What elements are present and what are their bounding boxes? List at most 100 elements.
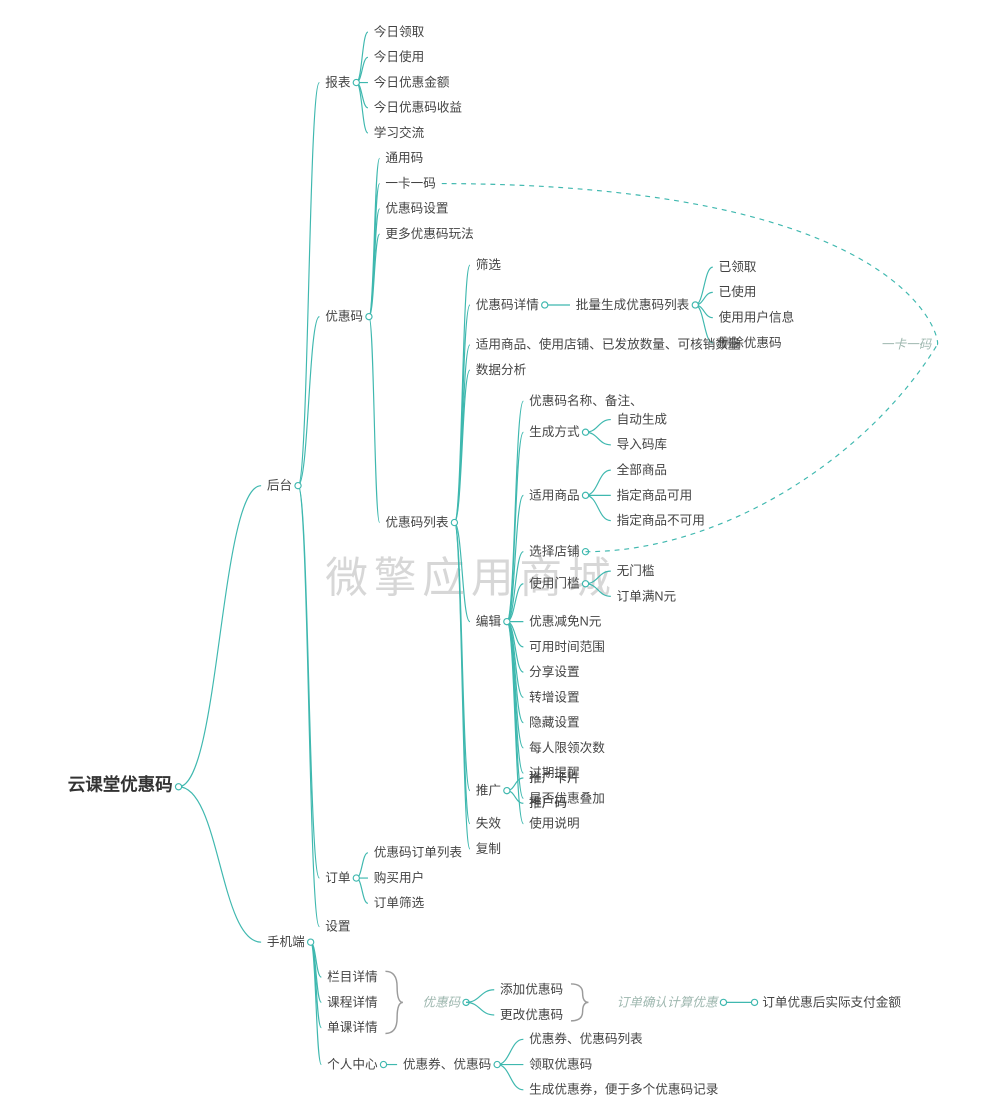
node-cl7: 失效 xyxy=(476,817,502,831)
svg-text:更多优惠码玩法: 更多优惠码玩法 xyxy=(385,227,473,241)
svg-text:学习交流: 学习交流 xyxy=(374,125,425,140)
node-e5a: 无门槛 xyxy=(617,564,655,578)
node-e2a: 自动生成 xyxy=(617,412,668,426)
node-cl5: 编辑 xyxy=(476,615,502,629)
node-report: 报表 xyxy=(325,75,351,89)
mindmap-canvas: 微擎应用商城 云课堂优惠码后台手机端报表今日领取今日使用今日优惠金额今日优惠码收… xyxy=(0,0,1004,1117)
node-e6: 优惠减免N元 xyxy=(529,615,602,629)
svg-text:无门槛: 无门槛 xyxy=(617,564,655,578)
node-sidenote: 一卡一码 xyxy=(881,338,933,352)
node-cl2: 优惠码详情 xyxy=(476,298,539,312)
svg-text:今日优惠金额: 今日优惠金额 xyxy=(374,74,450,89)
svg-text:添加优惠码: 添加优惠码 xyxy=(500,983,563,997)
svg-text:今日领取: 今日领取 xyxy=(374,24,425,39)
svg-text:可用时间范围: 可用时间范围 xyxy=(529,640,605,654)
svg-text:适用商品、使用店铺、已发放数量、可核销数量: 适用商品、使用店铺、已发放数量、可核销数量 xyxy=(476,337,741,352)
svg-text:优惠码: 优惠码 xyxy=(422,995,461,1009)
svg-text:优惠减免N元: 优惠减免N元 xyxy=(529,615,602,629)
node-mobile: 手机端 xyxy=(267,935,305,949)
node-cl8: 复制 xyxy=(476,842,501,856)
braces-layer xyxy=(385,971,588,1033)
svg-text:今日优惠码收益: 今日优惠码收益 xyxy=(374,100,463,115)
svg-text:已领取: 已领取 xyxy=(719,260,757,274)
node-o2: 购买用户 xyxy=(374,870,424,885)
node-rep5: 学习交流 xyxy=(374,125,425,140)
node-backend: 后台 xyxy=(267,479,292,493)
node-e10: 隐藏设置 xyxy=(529,716,579,730)
node-e3a: 全部商品 xyxy=(617,462,667,477)
node-e2b: 导入码库 xyxy=(617,437,668,452)
svg-text:批量生成优惠码列表: 批量生成优惠码列表 xyxy=(576,298,690,312)
node-e8: 分享设置 xyxy=(529,664,579,679)
node-pCoupon: 优惠券、优惠码 xyxy=(403,1056,491,1071)
svg-text:一卡一码: 一卡一码 xyxy=(385,176,435,190)
svg-text:单课详情: 单课详情 xyxy=(327,1021,378,1035)
node-coupon: 优惠码 xyxy=(325,310,363,324)
node-m1: 栏目详情 xyxy=(327,970,378,984)
node-ma2: 更改优惠码 xyxy=(500,1008,563,1022)
svg-text:后台: 后台 xyxy=(267,479,292,493)
svg-text:自动生成: 自动生成 xyxy=(617,412,668,426)
node-rep1: 今日领取 xyxy=(374,24,425,39)
svg-text:优惠码订单列表: 优惠码订单列表 xyxy=(374,846,463,860)
svg-text:订单筛选: 订单筛选 xyxy=(374,896,425,910)
node-cl1: 筛选 xyxy=(476,258,502,272)
svg-text:导入码库: 导入码库 xyxy=(617,437,668,452)
node-e7: 可用时间范围 xyxy=(529,640,605,654)
svg-text:隐藏设置: 隐藏设置 xyxy=(529,716,579,730)
node-e2: 生成方式 xyxy=(529,424,580,439)
svg-text:订单确认计算优惠: 订单确认计算优惠 xyxy=(617,995,720,1009)
node-o3: 订单筛选 xyxy=(374,896,425,910)
node-cl3: 适用商品、使用店铺、已发放数量、可核销数量 xyxy=(476,337,741,352)
node-e3b: 指定商品可用 xyxy=(617,488,693,502)
node-rep4: 今日优惠码收益 xyxy=(374,100,463,115)
node-order: 订单 xyxy=(325,871,350,885)
svg-text:订单: 订单 xyxy=(325,871,350,885)
node-batch: 批量生成优惠码列表 xyxy=(576,298,690,312)
node-rep3: 今日优惠金额 xyxy=(374,74,450,89)
node-root: 云课堂优惠码 xyxy=(68,775,173,795)
svg-text:复制: 复制 xyxy=(476,842,501,856)
svg-text:领取优惠码: 领取优惠码 xyxy=(529,1057,592,1071)
svg-text:优惠码详情: 优惠码详情 xyxy=(476,298,539,312)
svg-text:设置: 设置 xyxy=(325,920,350,934)
node-c1: 通用码 xyxy=(385,151,423,165)
svg-text:分享设置: 分享设置 xyxy=(529,664,579,679)
svg-text:订单满N元: 订单满N元 xyxy=(617,589,677,603)
node-b4: 删除优惠码 xyxy=(719,336,782,350)
node-cl6: 推广 xyxy=(476,784,501,798)
node-cl4: 数据分析 xyxy=(476,363,527,377)
svg-text:优惠码设置: 优惠码设置 xyxy=(385,202,448,216)
svg-text:栏目详情: 栏目详情 xyxy=(327,970,378,984)
svg-text:购买用户: 购买用户 xyxy=(374,870,424,885)
node-o1: 优惠码订单列表 xyxy=(374,846,463,860)
svg-text:手机端: 手机端 xyxy=(267,935,305,949)
node-m3: 单课详情 xyxy=(327,1021,378,1035)
node-m2: 课程详情 xyxy=(327,995,378,1009)
node-setting: 设置 xyxy=(325,920,350,934)
svg-text:个人中心: 个人中心 xyxy=(327,1057,378,1071)
node-pc1: 优惠券、优惠码列表 xyxy=(529,1031,643,1046)
svg-text:优惠券、优惠码列表: 优惠券、优惠码列表 xyxy=(529,1031,643,1046)
svg-text:使用说明: 使用说明 xyxy=(529,816,579,831)
node-ma1: 添加优惠码 xyxy=(500,983,563,997)
node-c3: 优惠码设置 xyxy=(385,202,448,216)
svg-text:编辑: 编辑 xyxy=(476,615,502,629)
node-mCoupon: 优惠码 xyxy=(422,995,461,1009)
svg-text:推广卡片: 推广卡片 xyxy=(529,771,579,785)
svg-text:优惠券、优惠码: 优惠券、优惠码 xyxy=(403,1056,491,1071)
node-c4: 更多优惠码玩法 xyxy=(385,227,473,241)
svg-text:删除优惠码: 删除优惠码 xyxy=(719,336,782,350)
svg-text:筛选: 筛选 xyxy=(476,258,502,272)
node-e4: 选择店铺 xyxy=(529,545,579,559)
svg-text:使用用户信息: 使用用户信息 xyxy=(719,310,795,325)
svg-text:全部商品: 全部商品 xyxy=(617,462,667,477)
svg-text:优惠码: 优惠码 xyxy=(325,310,363,324)
svg-text:推广: 推广 xyxy=(476,784,501,798)
svg-text:选择店铺: 选择店铺 xyxy=(529,545,579,559)
svg-text:生成方式: 生成方式 xyxy=(529,424,580,439)
node-personal: 个人中心 xyxy=(327,1057,378,1071)
node-b1: 已领取 xyxy=(719,260,757,274)
svg-text:使用门槛: 使用门槛 xyxy=(529,576,580,591)
node-e3c: 指定商品不可用 xyxy=(617,514,705,528)
